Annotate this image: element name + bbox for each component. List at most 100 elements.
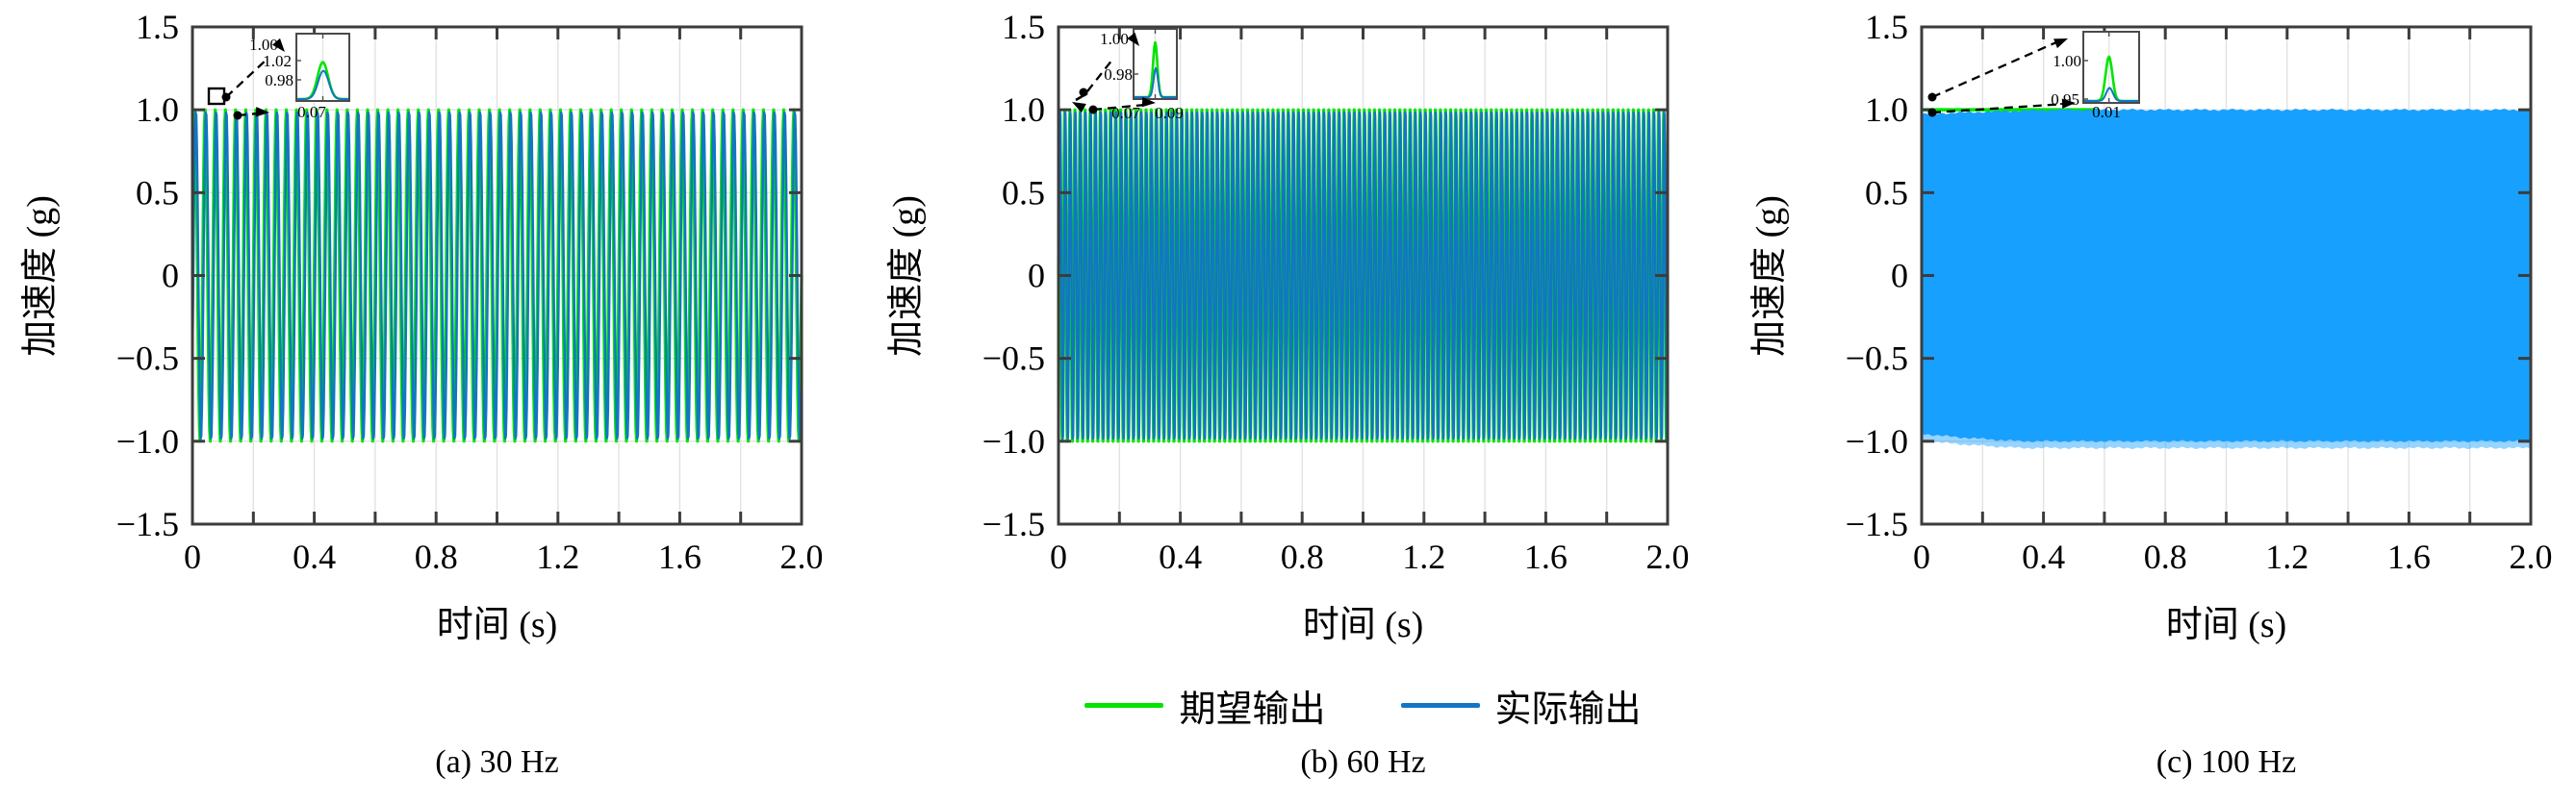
inset-actual-peak [296, 69, 350, 100]
inset-ticks [296, 34, 324, 101]
inset-x-tick-label: 0.07 [1111, 104, 1140, 122]
x-tick-label: 1.2 [536, 538, 579, 576]
x-tick-label: 0.4 [1159, 538, 1202, 576]
actual-output-wave [1057, 111, 1670, 440]
expected-line-swatch [1084, 703, 1164, 708]
zoom-inset: 1.020.980.07 1.00 [249, 33, 350, 121]
leader-dashed-line [1931, 40, 2057, 99]
y-tick-label: −1.0 [116, 422, 179, 461]
y-tick-label: −1.5 [982, 505, 1045, 543]
leader-dashed-line [1092, 103, 1146, 112]
y-tick-label: −0.5 [1846, 339, 1908, 378]
inset-ticks [1134, 29, 1157, 99]
x-tick-label: 0.8 [415, 538, 458, 576]
x-tick-label: 0.8 [2144, 538, 2187, 576]
zoom-annotations [1072, 32, 1156, 114]
y-tick-label: 0.5 [1865, 173, 1908, 212]
plot-panel-c: 0 0.4 0.8 1.2 1.6 2.0 1.5 1.0 0.5 0 −0.5 −1.0 −1.5 1.… [1846, 8, 2553, 576]
y-tick-label: 0 [162, 257, 179, 295]
inset-x-tick-label: 0.07 [297, 103, 326, 121]
legend-label-expected: 期望输出 [1179, 690, 1326, 730]
y-tick-label: −1.0 [982, 422, 1045, 461]
datatip-stem [1075, 91, 1088, 102]
y-axis-label-a: 加速度 (g) [20, 195, 61, 357]
y-tick-label: 1.0 [136, 90, 179, 129]
leader-dot [233, 111, 242, 120]
legend: 期望输出 实际输出 [1010, 679, 1716, 732]
x-tick-label: 1.6 [658, 538, 701, 576]
caption-b: (b) 60 Hz [1300, 744, 1426, 780]
caption-c: (c) 100 Hz [2155, 744, 2297, 780]
y-tick-label: 1.5 [1002, 8, 1045, 46]
y-tick-label: 0.5 [1002, 173, 1045, 212]
x-axis-label-a: 时间 (s) [436, 605, 558, 645]
leader-dashed-line [1931, 102, 2067, 114]
zoom-inset: 1.000.950.01 [2051, 31, 2140, 121]
legend-label-actual: 实际输出 [1494, 690, 1642, 730]
y-tick-label: −0.5 [116, 339, 179, 378]
y-tick-label: 1.5 [1865, 8, 1908, 46]
inset-x-tick-label: 0.01 [2092, 103, 2121, 121]
leader-dashed-line [225, 58, 268, 98]
leader-arrowhead [1141, 96, 1156, 108]
y-tick-label: 0.5 [136, 173, 179, 212]
y-tick-label: 1.0 [1002, 90, 1045, 129]
x-tick-label: 0 [184, 538, 201, 576]
y-axis-label-c: 加速度 (g) [1749, 195, 1790, 357]
x-tick-label: 1.2 [1402, 538, 1445, 576]
legend-item-expected: 期望输出 [1084, 679, 1326, 732]
inset-y-tick-label: 1.02 [263, 52, 292, 70]
plot-panel-b: 0 0.4 0.8 1.2 1.6 2.0 1.5 1.0 0.5 0 −0.5 −1.0 −1.5 0.… [982, 8, 1690, 576]
x-tick-label: 0.8 [1281, 538, 1324, 576]
actual-output-wave [1922, 109, 2531, 442]
inset-y-tick-label: 0.98 [265, 71, 293, 89]
plot-panel-a: 0 0.4 0.8 1.2 1.6 2.0 1.5 1.0 0.5 0 −0.5 −1.0 −1.5 1.… [116, 8, 824, 576]
y-tick-label: 0 [1891, 257, 1908, 295]
leader-arrowhead [2053, 38, 2068, 49]
y-tick-label: −1.0 [1846, 422, 1908, 461]
axis-ticks [1057, 25, 1670, 526]
actual-line-swatch [1400, 703, 1480, 708]
x-tick-label: 1.6 [2387, 538, 2431, 576]
y-tick-label: 0 [1028, 257, 1045, 295]
y-tick-label: −1.5 [116, 505, 179, 543]
inset-actual-peak [1134, 66, 1178, 98]
x-tick-label: 0 [1913, 538, 1930, 576]
actual-output-wave [191, 111, 803, 440]
leader-arrowhead [272, 38, 285, 52]
zoom-annotations [207, 38, 285, 120]
leader-arrowhead [1127, 32, 1139, 46]
inset-actual-peak [2083, 87, 2140, 102]
x-tick-label: 2.0 [1646, 538, 1690, 576]
y-axis-label-b: 加速度 (g) [886, 195, 927, 357]
axis-ticks [1920, 25, 2533, 526]
peak-value-callout: 1.00 [1100, 30, 1129, 48]
x-tick-label: 0.4 [2022, 538, 2065, 576]
x-tick-label: 0 [1050, 538, 1067, 576]
y-tick-label: −0.5 [982, 339, 1045, 378]
inset-box [2082, 31, 2140, 104]
leader-arrowhead [255, 107, 269, 117]
x-axis-label-b: 时间 (s) [1302, 605, 1424, 645]
datatip-arrowhead [1072, 102, 1086, 113]
actual-output-fringe [1922, 433, 2531, 449]
leader-dot [1088, 105, 1098, 114]
leader-dot [1927, 92, 1937, 102]
peak-value-callout: 1.00 [249, 36, 278, 54]
y-tick-label: 1.5 [136, 8, 179, 46]
x-tick-label: 1.6 [1524, 538, 1568, 576]
x-tick-label: 2.0 [2510, 538, 2553, 576]
x-tick-label: 2.0 [780, 538, 824, 576]
x-axis-label-c: 时间 (s) [2165, 605, 2287, 645]
inset-y-tick-label: 1.00 [2053, 52, 2081, 70]
inset-ticks [2083, 32, 2110, 103]
zoom-inset: 0.98 0.07 0.09 1.00 [1100, 28, 1184, 122]
inset-x-tick-label: 0.09 [1155, 104, 1184, 122]
x-tick-label: 0.4 [293, 538, 336, 576]
y-tick-label: 1.0 [1865, 90, 1908, 129]
leader-dashed-line [1086, 59, 1113, 92]
y-tick-label: −1.5 [1846, 505, 1908, 543]
caption-a: (a) 30 Hz [435, 744, 559, 780]
